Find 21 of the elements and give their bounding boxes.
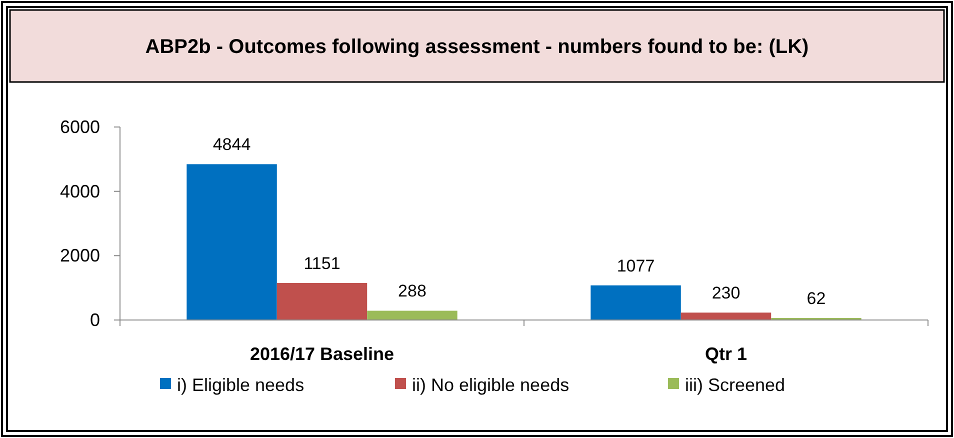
data-label: 4844 [212, 135, 251, 154]
y-tick-label: 4000 [60, 181, 100, 202]
data-label: 230 [712, 284, 740, 303]
legend-label: ii) No eligible needs [412, 375, 570, 395]
data-label: 62 [806, 289, 826, 308]
y-tick-label: 2000 [60, 246, 100, 266]
y-tick-label: 6000 [60, 117, 100, 137]
bar [186, 164, 277, 320]
x-tick-label: 2016/17 Baseline [250, 344, 394, 364]
x-tick-label: Qtr 1 [704, 344, 748, 364]
chart-title: ABP2b - Outcomes following assessment - numbers found to be: (LK) [145, 36, 809, 58]
legend-label: i) Eligible needs [177, 375, 304, 395]
bar [367, 310, 458, 320]
data-label: 1151 [304, 254, 340, 273]
data-label: 1077 [616, 256, 655, 276]
bar [590, 285, 681, 320]
data-label: 288 [398, 282, 426, 301]
y-tick-label: 0 [90, 310, 100, 330]
legend-label: iii) Screened [685, 375, 786, 395]
bar [680, 312, 772, 320]
bar [276, 282, 368, 320]
